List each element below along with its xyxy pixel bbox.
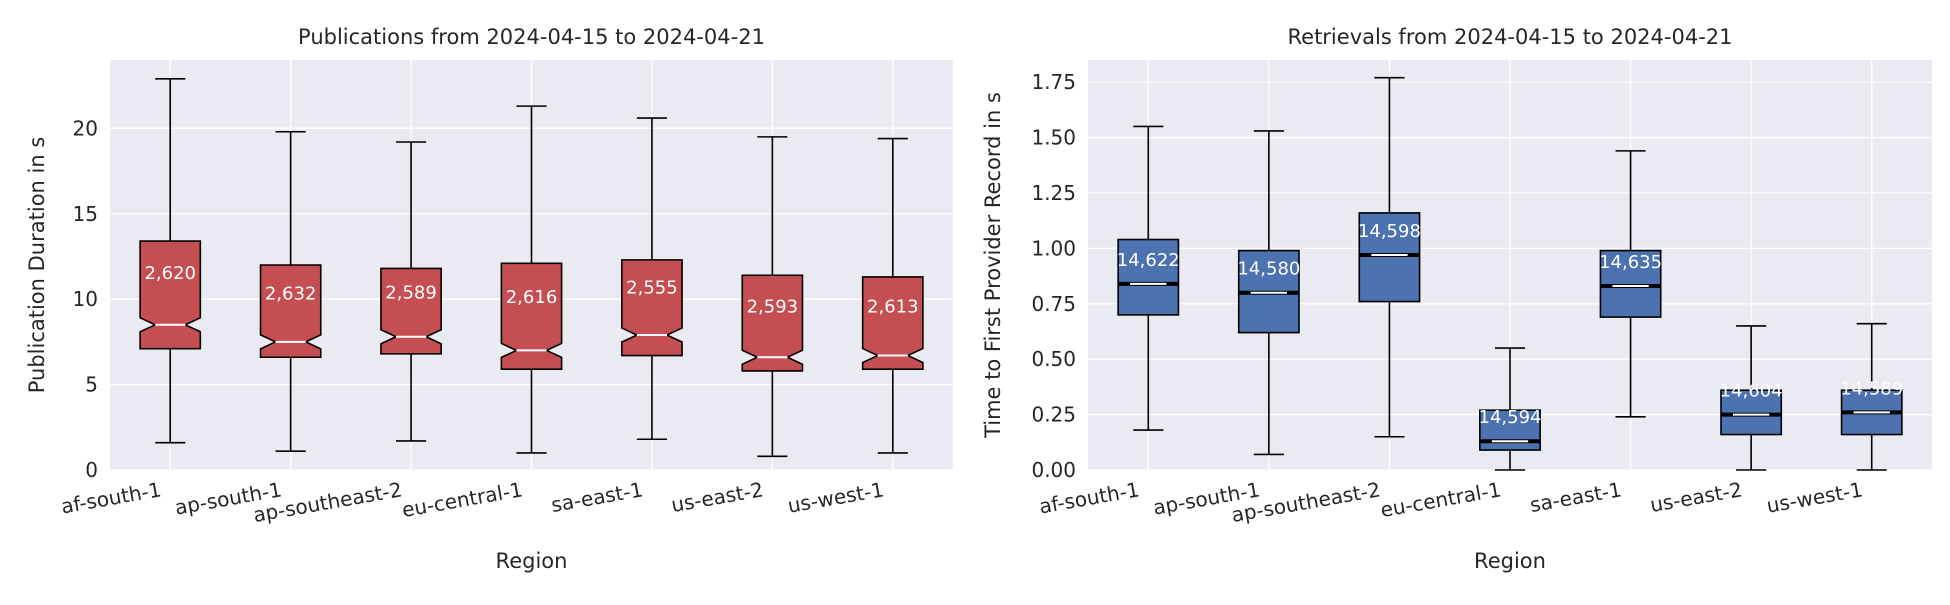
y-tick-label: 20 [73,116,98,140]
count-label: 2,616 [506,287,558,308]
y-tick-label: 15 [73,202,98,226]
x-tick-label: eu-central-1 [400,477,524,522]
chart-title: Retrievals from 2024-04-15 to 2024-04-21 [1288,25,1733,49]
box [1479,409,1541,451]
count-label: 2,620 [144,263,196,284]
count-label: 14,598 [1358,221,1421,242]
box [259,264,322,359]
box [1599,249,1662,318]
box [621,259,683,357]
y-tick-label: 0.75 [1031,292,1076,316]
count-label: 2,555 [626,277,678,298]
box [500,262,563,371]
count-label: 14,580 [1237,259,1300,280]
count-label: 2,589 [385,283,437,304]
y-tick-label: 1.00 [1031,236,1076,260]
count-label: 14,635 [1599,252,1662,273]
x-tick-label: eu-central-1 [1379,477,1503,522]
x-tick-label: us-east-2 [1648,477,1744,517]
box [741,274,804,372]
chart-title: Publications from 2024-04-15 to 2024-04-… [298,25,765,49]
box [1720,389,1783,436]
y-tick-label: 10 [73,287,98,311]
x-axis-label: Region [1474,549,1546,573]
y-tick-label: 0 [85,458,98,482]
y-tick-label: 0.50 [1031,347,1076,371]
box [380,267,442,355]
x-axis-label: Region [496,549,568,573]
y-axis-label: Time to First Provider Record in s [981,92,1005,439]
x-tick-label: sa-east-1 [1528,477,1623,517]
box [861,276,924,371]
x-tick-label: af-south-1 [1037,477,1141,518]
count-label: 14,622 [1117,250,1180,271]
y-tick-label: 5 [85,373,98,397]
y-axis-label: Publication Duration in s [25,137,49,394]
count-label: 2,593 [747,296,799,317]
box [1358,212,1421,303]
box [139,240,202,350]
x-tick-label: us-west-1 [786,477,886,518]
publications-panel: 051015202,620af-south-12,632ap-south-12,… [25,25,953,573]
x-tick-label: sa-east-1 [549,477,644,517]
x-tick-label: us-east-2 [669,477,765,517]
y-tick-label: 0.25 [1031,403,1076,427]
y-tick-label: 1.25 [1031,181,1076,205]
x-tick-label: af-south-1 [59,477,163,518]
count-label: 14,589 [1840,378,1903,399]
y-tick-label: 0.00 [1031,458,1076,482]
count-label: 2,613 [867,296,919,317]
y-tick-label: 1.75 [1031,70,1076,94]
count-label: 14,604 [1720,381,1783,402]
retrievals-panel: 0.00 0.25 0.50 0.75 1.00 1.25 1.50 1.75 14,622 af… [981,25,1932,573]
count-label: 14,594 [1479,407,1542,428]
y-tick-label: 1.50 [1031,126,1076,150]
x-tick-label: us-west-1 [1765,477,1865,518]
box [1117,238,1180,316]
count-label: 2,632 [265,283,317,304]
